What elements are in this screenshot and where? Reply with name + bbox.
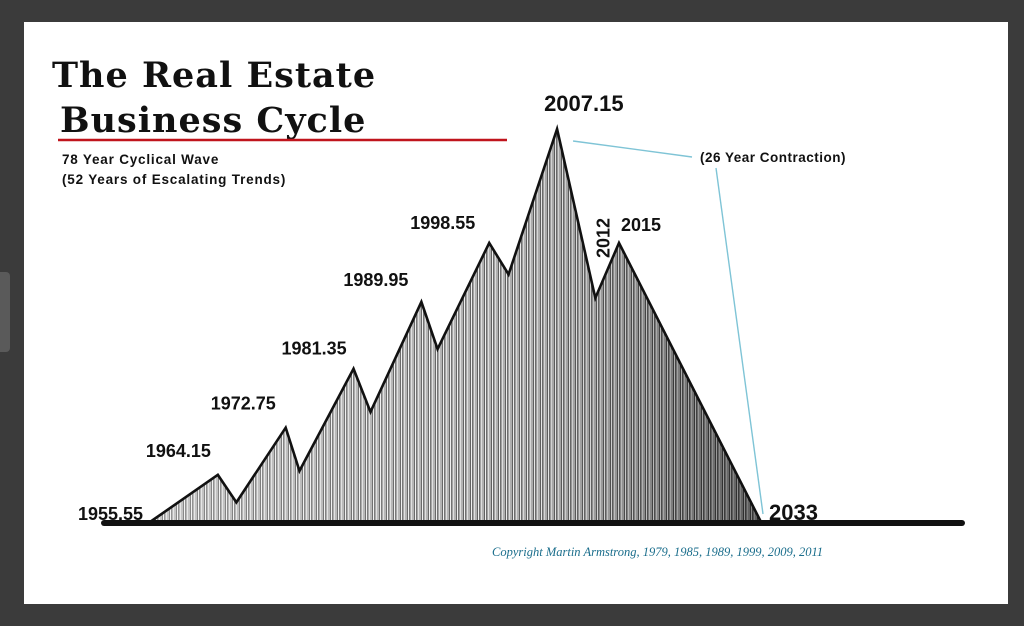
peak-label-1998-55: 1998.55 [410, 213, 475, 233]
peak-label-1964-15: 1964.15 [146, 441, 211, 461]
peak-label-2012: 2012 [593, 218, 613, 258]
contraction-line-to-2033 [715, 167, 764, 515]
chart-svg: The Real Estate Business Cycle 78 Year C… [52, 55, 965, 559]
contraction-line [572, 140, 693, 158]
peak-label-1955-55: 1955.55 [78, 504, 143, 524]
peak-label-2015: 2015 [621, 215, 661, 235]
chart-frame: The Real Estate Business Cycle 78 Year C… [24, 22, 1008, 604]
cycle-outline [149, 124, 763, 524]
peak-label-1981-35: 1981.35 [282, 339, 347, 359]
chart-title-line2: Business Cycle [60, 100, 366, 141]
copyright-text: Copyright Martin Armstrong, 1979, 1985, … [492, 545, 823, 559]
chart-title-line1: The Real Estate [52, 55, 376, 96]
peak-label-1989-95: 1989.95 [343, 270, 408, 290]
side-tab[interactable] [0, 272, 10, 352]
cycle-area-shading [150, 129, 761, 522]
peak-label-2007-15: 2007.15 [544, 91, 624, 116]
subtitle-line1: 78 Year Cyclical Wave [62, 152, 219, 167]
contraction-label: (26 Year Contraction) [700, 150, 846, 165]
peak-labels: 1955.55 1964.15 1972.75 1981.35 1989.95 1998.… [78, 91, 818, 525]
subtitle-line2: (52 Years of Escalating Trends) [62, 172, 286, 187]
peak-label-2033: 2033 [769, 500, 818, 525]
peak-label-1972-75: 1972.75 [211, 394, 276, 414]
